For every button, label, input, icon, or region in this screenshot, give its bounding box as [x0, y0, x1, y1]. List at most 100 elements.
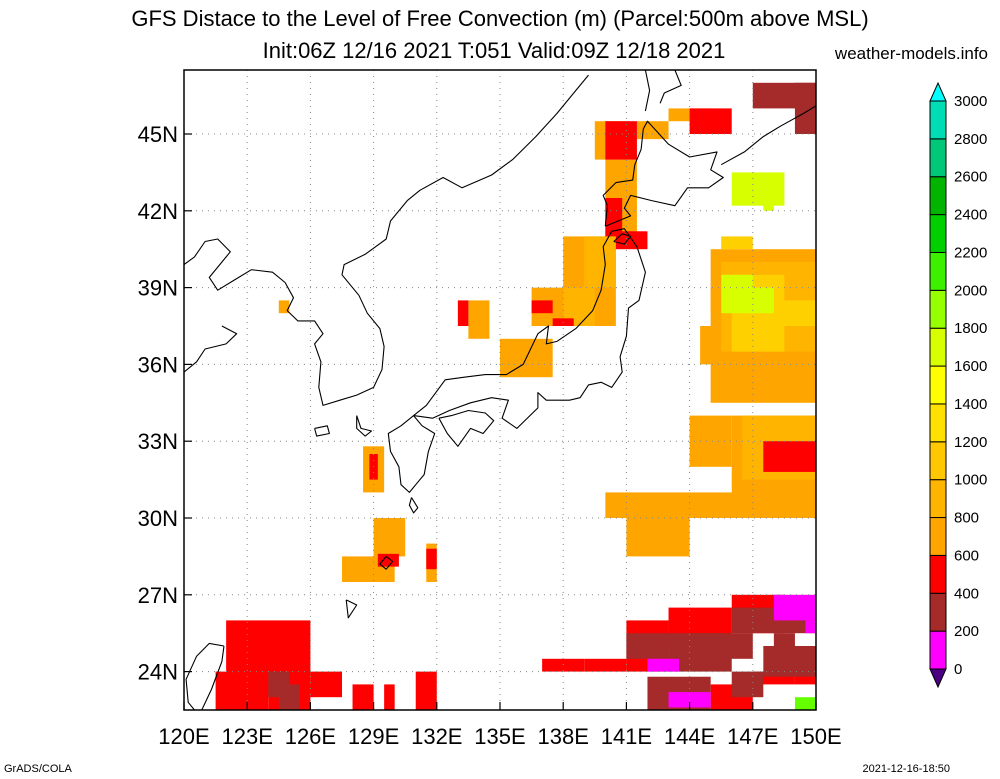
lat-tick-label: 30N	[138, 506, 178, 531]
colorbar-label: 2600	[954, 169, 987, 186]
field-cell	[773, 594, 816, 621]
field-cell	[773, 633, 795, 646]
colorbar-segment	[929, 100, 947, 140]
colorbar: 0 200 400 600 800 1000 1200 1400 1600 1800 2000 220…	[929, 81, 987, 689]
field-cell	[647, 658, 680, 672]
coastline	[356, 415, 373, 437]
lon-tick-label: 138E	[538, 724, 589, 749]
subtitle-text: Init:06Z 12/16 2021 T:051 Valid:09Z 12/1…	[262, 38, 726, 63]
field-cell	[605, 492, 753, 518]
lat-tick-label: 33N	[138, 429, 178, 454]
colorbar-segment	[929, 403, 947, 443]
site-credit: weather-models.info	[834, 44, 988, 63]
colorbar-low-arrow	[929, 668, 947, 689]
colorbar-label: 1200	[954, 434, 987, 451]
field-cell	[731, 671, 764, 698]
colorbar-label: 2400	[954, 207, 987, 224]
field-cell	[689, 108, 732, 134]
field-cell	[763, 441, 816, 472]
lat-tick-label: 42N	[138, 199, 178, 224]
colorbar-label: 2000	[954, 282, 987, 299]
lon-tick-label: 123E	[222, 724, 273, 749]
colorbar-label: 200	[954, 623, 979, 640]
map-subtitle: Init:06Z 12/16 2021 T:051 Valid:09Z 12/1…	[0, 38, 1000, 64]
field-cell	[626, 633, 669, 659]
lat-tick-label: 24N	[138, 660, 178, 685]
lon-tick-label: 120E	[158, 724, 209, 749]
coastline	[379, 555, 394, 570]
colorbar-segment	[929, 251, 947, 291]
coastline	[387, 415, 436, 493]
field-cell	[542, 658, 585, 672]
footer-timestamp: 2021-12-16-18:50	[862, 763, 950, 775]
field-cell	[636, 121, 669, 140]
colorbar-label: 0	[954, 661, 962, 678]
coastline	[408, 497, 419, 514]
field-cell	[626, 518, 690, 557]
field-cell	[668, 692, 711, 708]
map-title: GFS Distace to the Level of Free Convect…	[131, 6, 869, 31]
footer-software: GrADS/COLA	[4, 763, 72, 775]
lat-tick-label: 27N	[138, 583, 178, 608]
field-cell	[426, 548, 437, 570]
lon-tick-label: 135E	[474, 724, 525, 749]
colorbar-label: 1000	[954, 472, 987, 489]
lon-tick-label: 132E	[411, 724, 462, 749]
colorbar-segment	[929, 138, 947, 178]
field-cell	[415, 671, 437, 710]
colorbar-segment	[929, 479, 947, 519]
lon-tick-label: 150E	[790, 724, 841, 749]
field-cell	[689, 633, 753, 659]
lat-tick-label: 39N	[138, 276, 178, 301]
coastline	[314, 425, 330, 437]
colorbar-segment	[929, 592, 947, 632]
colorbar-label: 1400	[954, 396, 987, 413]
colorbar-label: 800	[954, 510, 979, 527]
field-cell	[468, 300, 490, 339]
colorbar-label: 1600	[954, 358, 987, 375]
field-cell	[689, 415, 732, 467]
coastline	[184, 238, 252, 291]
colorbar-label: 600	[954, 547, 979, 564]
colorbar-segment	[929, 365, 947, 405]
colorbar-segment	[929, 214, 947, 253]
lat-tick-label: 36N	[138, 352, 178, 377]
coastline	[184, 325, 238, 373]
colorbar-segment	[929, 630, 947, 670]
coastline	[644, 70, 651, 112]
colorbar-label: 1800	[954, 320, 987, 337]
colorbar-label: 3000	[954, 93, 987, 110]
field-cell	[805, 620, 816, 634]
field-cell	[605, 198, 623, 237]
coastline	[413, 228, 646, 429]
coastline	[602, 120, 724, 227]
field-cell	[373, 518, 406, 557]
field-cell	[310, 671, 342, 698]
colorbar-label: 2800	[954, 131, 987, 148]
field-cell	[763, 198, 774, 211]
field-cell	[605, 121, 637, 160]
latitude-axis: 24N 27N 30N 33N 36N 39N 42N 45N	[138, 122, 192, 685]
colorbar-high-arrow	[929, 81, 947, 102]
field-cell	[626, 236, 644, 247]
lat-tick-label: 45N	[138, 122, 178, 147]
field-cell	[721, 236, 753, 250]
field-cell	[278, 300, 290, 314]
field-cell	[384, 684, 395, 710]
field-cell	[584, 236, 616, 288]
colorbar-segment	[929, 554, 947, 594]
lon-tick-label: 147E	[727, 724, 778, 749]
lon-tick-label: 129E	[348, 724, 399, 749]
coastline	[720, 105, 816, 166]
colorbar-segment	[929, 176, 947, 216]
colorbar-segment	[929, 289, 947, 329]
field-cell	[742, 287, 774, 314]
colorbar-segment	[929, 327, 947, 367]
colorbar-label: 400	[954, 585, 979, 602]
longitude-axis: 120E 123E 126E 129E 132E 135E 138E 141E 144E 147E…	[158, 702, 842, 749]
field-cell	[794, 82, 816, 134]
field-cell	[731, 172, 785, 206]
lon-tick-label: 141E	[601, 724, 652, 749]
field-cell	[763, 646, 816, 677]
